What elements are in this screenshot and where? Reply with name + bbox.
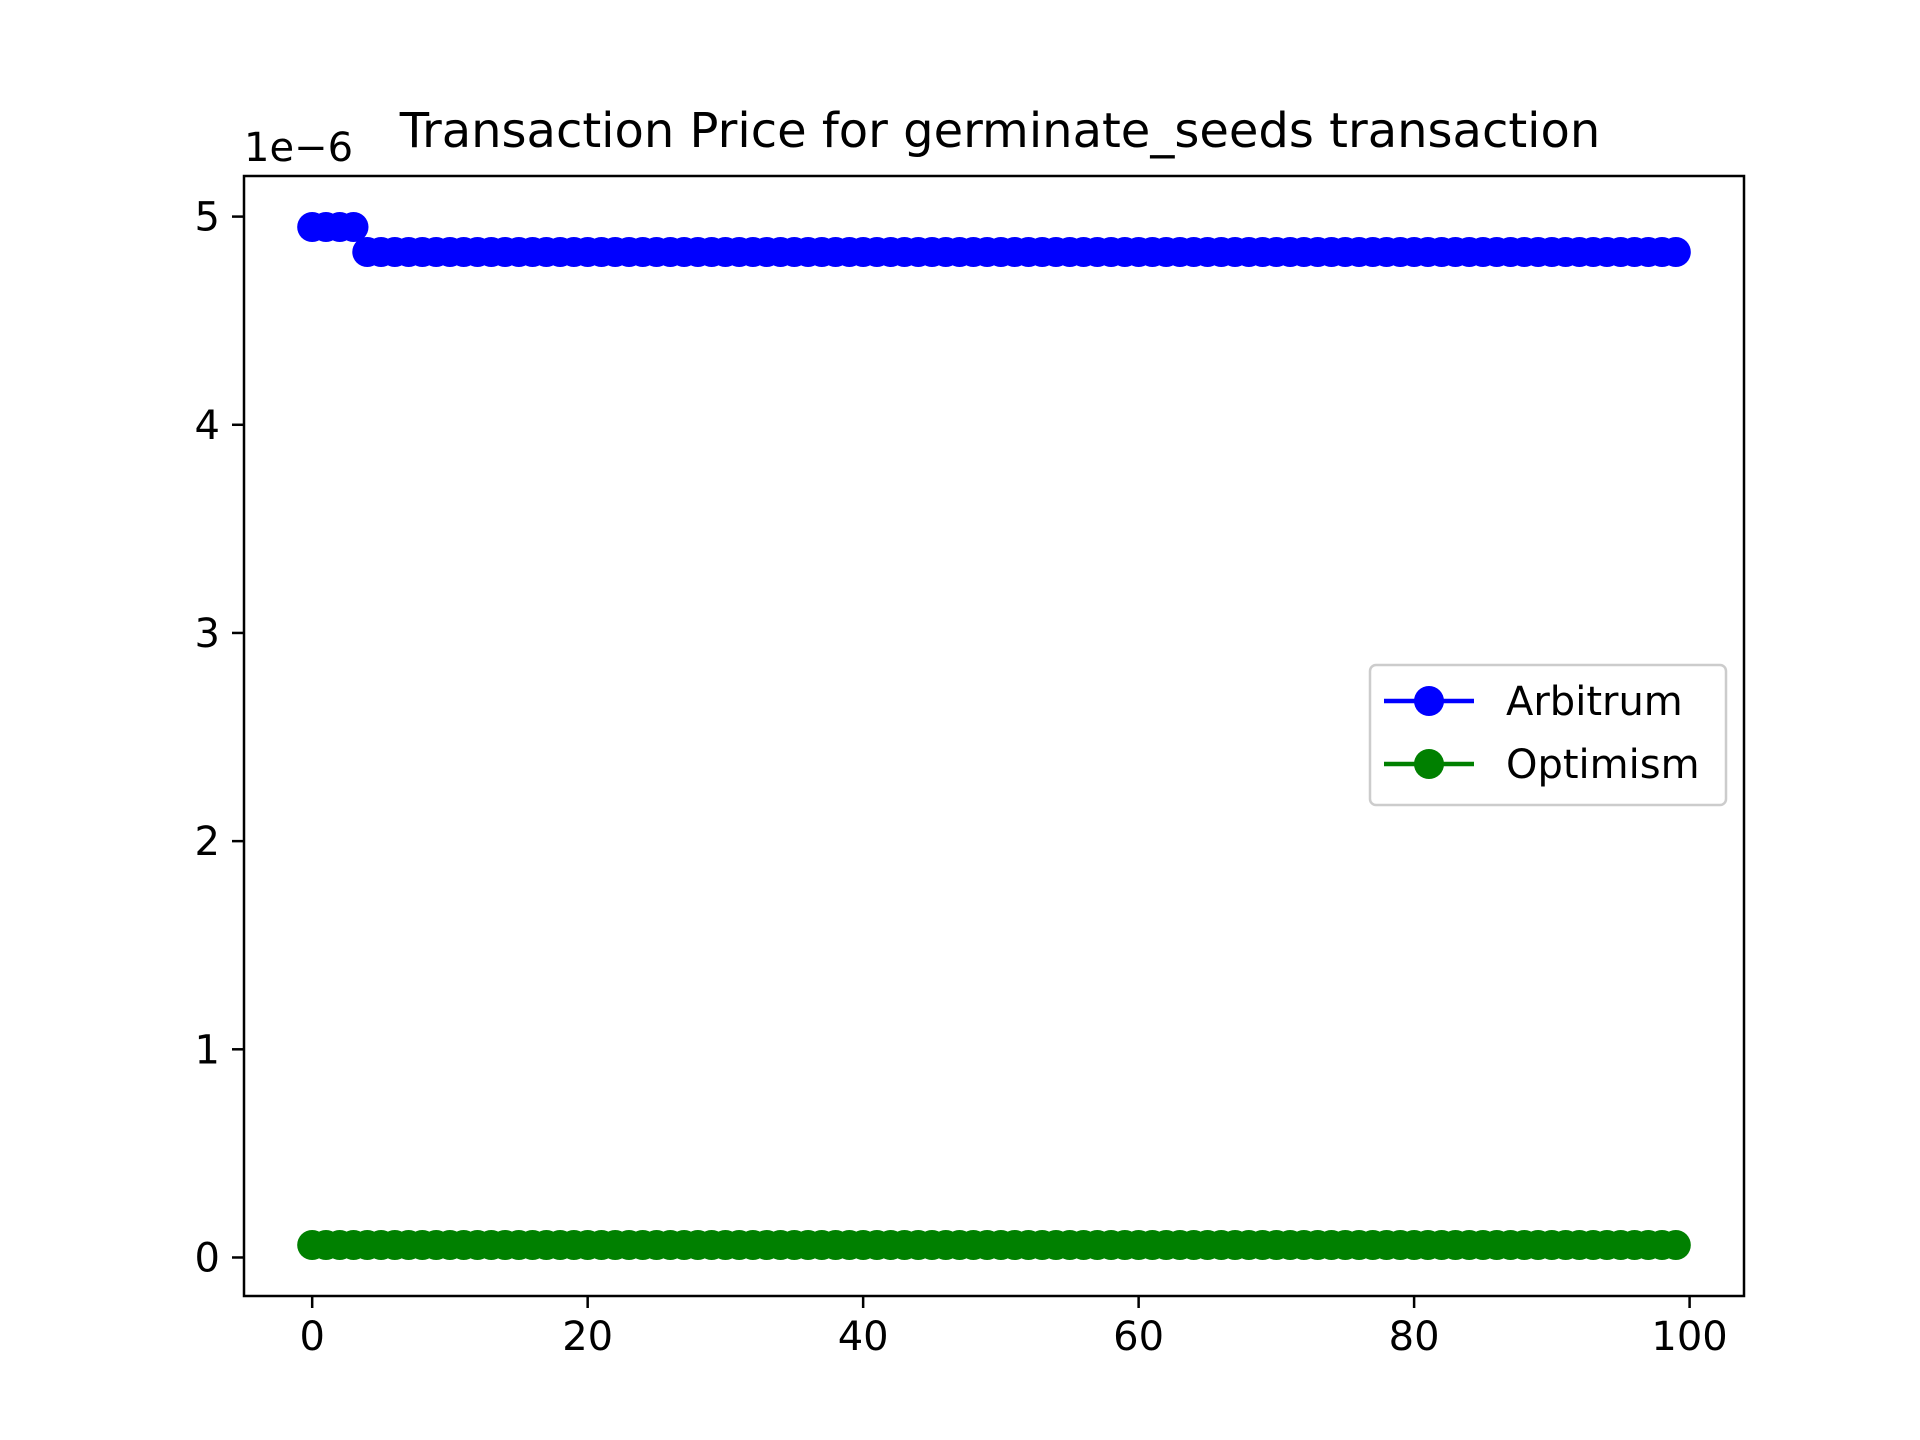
series-optimism xyxy=(297,1230,1691,1260)
series-layer xyxy=(297,212,1691,1260)
series-arbitrum xyxy=(297,212,1691,267)
y-tick-label: 2 xyxy=(195,819,220,865)
y-tick-label: 3 xyxy=(195,611,220,657)
y-axis: 0 1 2 3 4 5 xyxy=(195,195,244,1281)
legend-marker-optimism xyxy=(1414,749,1444,779)
data-point-arbitrum-3 xyxy=(338,212,369,242)
y-tick-label: 1 xyxy=(195,1027,220,1073)
legend-marker-arbitrum xyxy=(1414,686,1444,716)
y-tick-label: 5 xyxy=(195,195,220,241)
x-tick-label: 80 xyxy=(1389,1314,1440,1360)
plot-area-frame xyxy=(242,174,1746,1298)
y-axis-offset-label: 1e−6 xyxy=(244,125,353,171)
chart-title: Transaction Price for germinate_seeds tr… xyxy=(399,103,1601,159)
data-point-arbitrum-99 xyxy=(1660,236,1691,267)
x-tick-label: 40 xyxy=(838,1314,889,1360)
y-tick-label: 4 xyxy=(195,403,220,449)
legend: Arbitrum Optimism xyxy=(1368,663,1728,807)
x-tick-label: 20 xyxy=(562,1314,613,1360)
legend-label-arbitrum: Arbitrum xyxy=(1506,679,1683,725)
data-point-optimism-99 xyxy=(1660,1230,1691,1260)
y-tick-label: 0 xyxy=(195,1235,220,1281)
x-tick-label: 100 xyxy=(1651,1314,1727,1360)
x-tick-label: 60 xyxy=(1113,1314,1164,1360)
legend-label-optimism: Optimism xyxy=(1506,742,1700,788)
x-tick-label: 0 xyxy=(299,1314,324,1360)
x-axis: 0 20 40 60 80 100 xyxy=(299,1296,1728,1360)
